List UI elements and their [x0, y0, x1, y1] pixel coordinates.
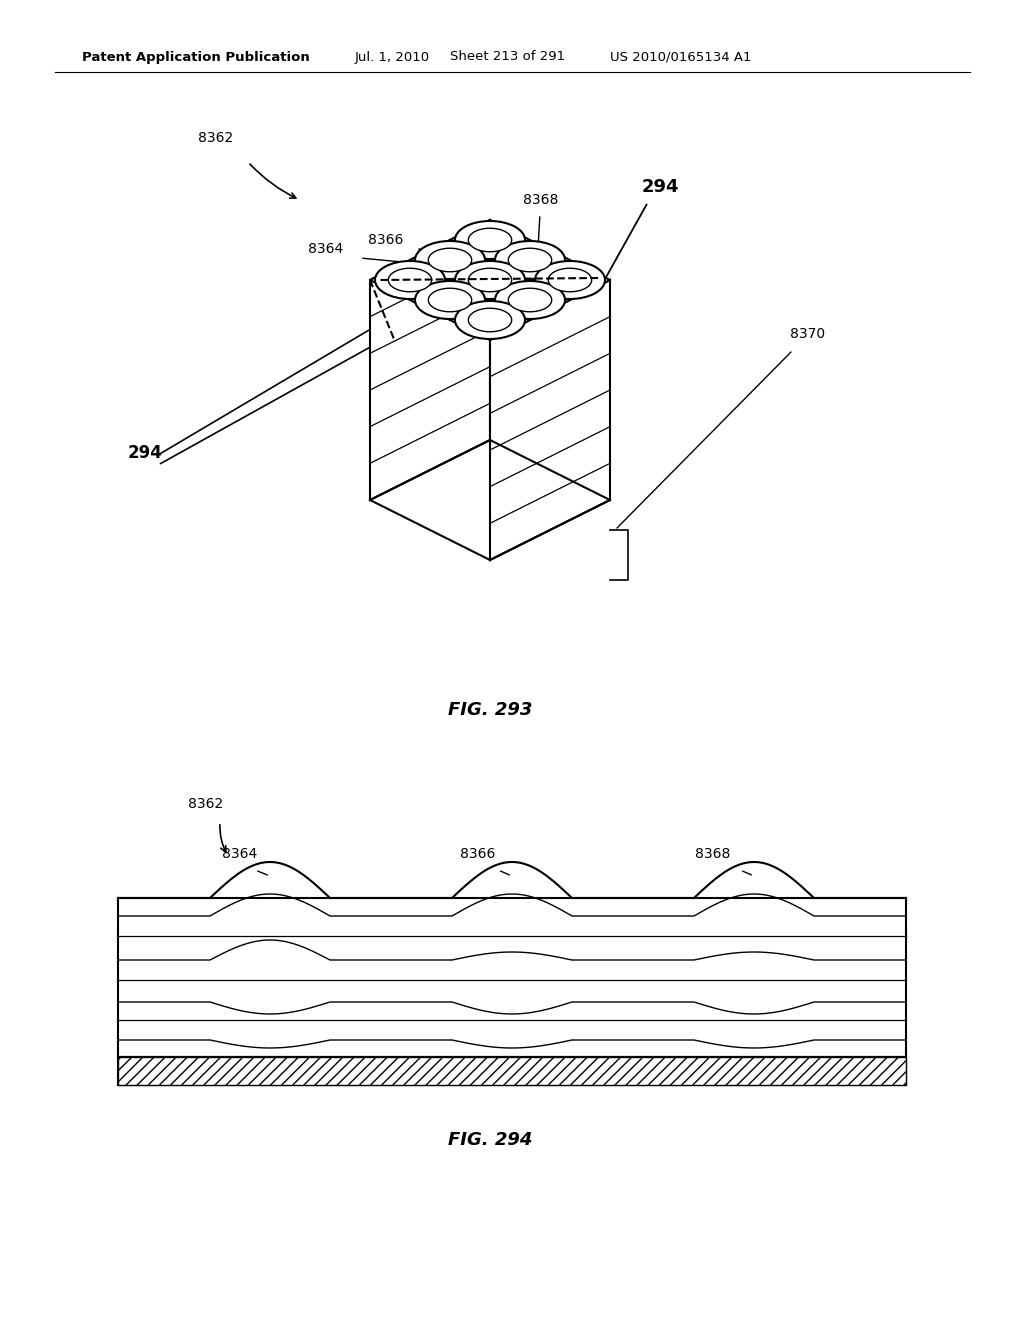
Ellipse shape [495, 242, 565, 279]
Text: 8364: 8364 [308, 242, 343, 256]
Text: FIG. 293: FIG. 293 [447, 701, 532, 719]
Text: 8366: 8366 [460, 847, 496, 861]
Ellipse shape [535, 261, 605, 300]
Ellipse shape [468, 309, 512, 331]
Text: Jul. 1, 2010: Jul. 1, 2010 [355, 50, 430, 63]
Polygon shape [370, 220, 490, 500]
Text: 8364: 8364 [222, 847, 257, 861]
Text: 8362: 8362 [198, 131, 233, 145]
Text: Patent Application Publication: Patent Application Publication [82, 50, 309, 63]
Text: FIG. 294: FIG. 294 [447, 1131, 532, 1148]
Text: US 2010/0165134 A1: US 2010/0165134 A1 [610, 50, 752, 63]
Ellipse shape [388, 268, 432, 292]
Polygon shape [370, 220, 610, 341]
Bar [118, 1057, 906, 1085]
Text: 8368: 8368 [523, 193, 558, 207]
Ellipse shape [455, 301, 525, 339]
Polygon shape [490, 280, 610, 560]
Text: 8366: 8366 [368, 234, 403, 247]
Text: 294: 294 [642, 178, 680, 195]
Ellipse shape [508, 288, 552, 312]
Text: 8370: 8370 [790, 327, 825, 341]
Ellipse shape [415, 281, 485, 319]
Ellipse shape [495, 281, 565, 319]
Ellipse shape [508, 248, 552, 272]
Ellipse shape [455, 220, 525, 259]
Text: 8362: 8362 [188, 797, 223, 810]
Text: 8368: 8368 [695, 847, 730, 861]
Ellipse shape [428, 288, 472, 312]
Ellipse shape [548, 268, 592, 292]
Text: 294: 294 [128, 444, 163, 462]
Ellipse shape [428, 248, 472, 272]
Ellipse shape [468, 268, 512, 292]
Bar [118, 898, 906, 1085]
Ellipse shape [415, 242, 485, 279]
Ellipse shape [455, 261, 525, 300]
Text: Sheet 213 of 291: Sheet 213 of 291 [450, 50, 565, 63]
Ellipse shape [375, 261, 445, 300]
Ellipse shape [468, 228, 512, 252]
